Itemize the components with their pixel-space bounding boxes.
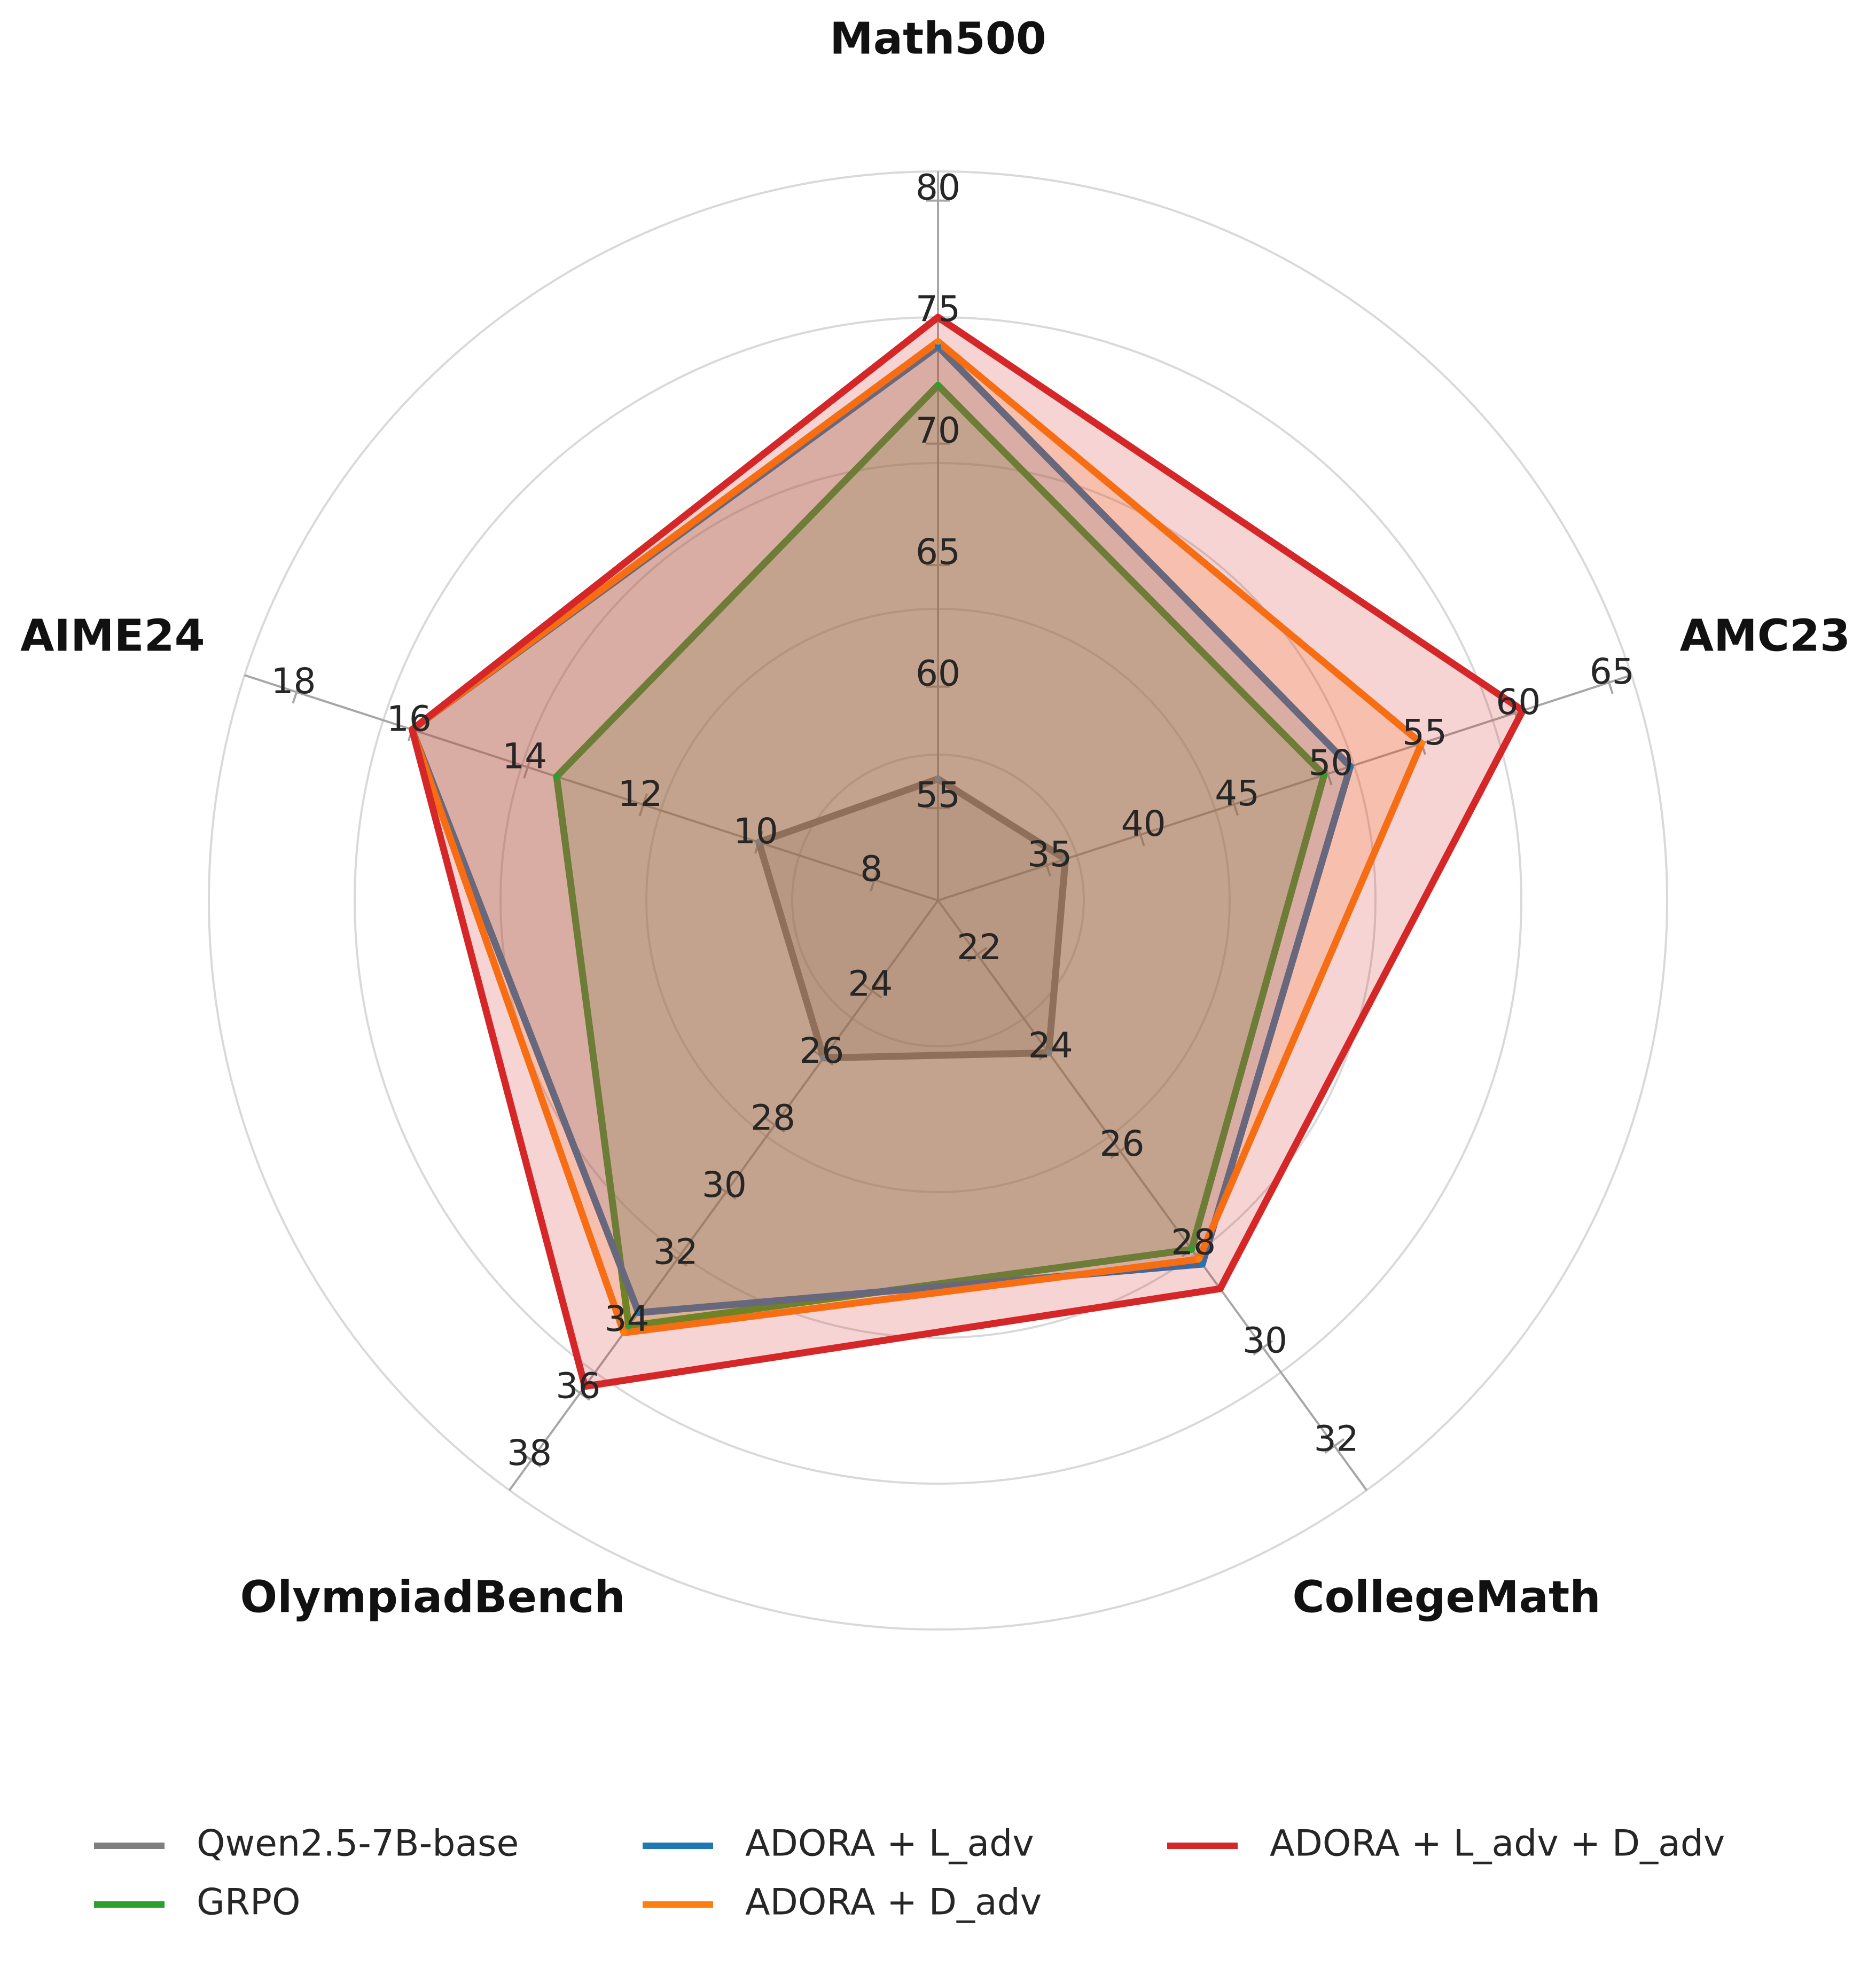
series-adora-l-adv-d-adv <box>409 314 1527 1390</box>
point-qwen2-5-7b-base-aime24 <box>755 839 762 846</box>
tick-label-amc23-35: 35 <box>1027 834 1072 875</box>
tick-mark-olympiadbench-30 <box>716 1184 737 1200</box>
tick-mark-amc23-65 <box>1604 671 1614 694</box>
tick-label-olympiadbench-26: 26 <box>799 1030 844 1071</box>
point-adora-d-adv-amc23 <box>1418 740 1425 747</box>
point-adora-l-adv-d-adv-collegemath <box>1217 1286 1224 1292</box>
point-adora-l-adv-math500 <box>935 343 941 350</box>
point-qwen2-5-7b-base-math500 <box>935 775 941 782</box>
tick-label-collegemath-32: 32 <box>1314 1418 1359 1459</box>
tick-mark-olympiadbench-36 <box>569 1385 590 1401</box>
tick-label-amc23-65: 65 <box>1590 651 1635 692</box>
axis-line-olympiadbench <box>509 899 939 1491</box>
tick-label-math500-70: 70 <box>916 410 960 451</box>
tick-label-olympiadbench-24: 24 <box>848 963 893 1004</box>
tick-mark-amc23-40 <box>1136 823 1145 847</box>
tick-label-aime24-18: 18 <box>271 661 316 702</box>
tick-mark-collegemath-22 <box>967 946 988 962</box>
legend: Qwen2.5-7B-base GRPO ADORA + L_adv ADORA + … <box>94 1823 1725 1924</box>
tick-mark-olympiadbench-32 <box>667 1251 688 1267</box>
tick-label-collegemath-30: 30 <box>1242 1320 1287 1361</box>
tick-mark-aime24-14 <box>523 755 533 779</box>
tick-label-aime24-16: 16 <box>387 698 432 739</box>
tick-label-amc23-40: 40 <box>1121 803 1166 844</box>
series-qwen2-5-7b-base <box>755 775 1069 1062</box>
tick-label-amc23-50: 50 <box>1309 742 1354 783</box>
tick-label-math500-80: 80 <box>916 167 960 208</box>
axis-title-math500: Math500 <box>830 13 1046 64</box>
legend-label-adora-d-adv: ADORA + D_adv <box>745 1882 1042 1924</box>
tick-mark-amc23-50 <box>1323 762 1333 786</box>
axis-line-aime24 <box>244 674 939 902</box>
tick-label-math500-65: 65 <box>916 531 960 573</box>
point-qwen2-5-7b-base-amc23 <box>1062 856 1069 863</box>
tick-label-collegemath-28: 28 <box>1171 1221 1216 1263</box>
tick-mark-aime24-8 <box>870 868 879 891</box>
tick-label-aime24-12: 12 <box>618 773 663 814</box>
axis-title-aime24: AIME24 <box>20 610 205 661</box>
tick-label-olympiadbench-28: 28 <box>751 1097 795 1138</box>
tick-label-collegemath-24: 24 <box>1028 1025 1073 1066</box>
legend-label-grpo: GRPO <box>197 1882 300 1924</box>
tick-mark-olympiadbench-28 <box>764 1117 785 1133</box>
tick-label-aime24-10: 10 <box>733 811 778 852</box>
tick-mark-olympiadbench-38 <box>521 1452 542 1468</box>
tick-mark-amc23-35 <box>1042 853 1052 877</box>
point-adora-l-adv-d-adv-amc23 <box>1519 707 1526 714</box>
tick-label-olympiadbench-38: 38 <box>507 1432 552 1474</box>
tick-label-math500-60: 60 <box>916 653 960 694</box>
tick-label-collegemath-26: 26 <box>1100 1123 1145 1164</box>
tick-mark-collegemath-32 <box>1324 1438 1345 1454</box>
point-adora-l-adv-olympiadbench <box>635 1309 642 1316</box>
axis-title-amc23: AMC23 <box>1680 610 1850 661</box>
tick-label-aime24-8: 8 <box>860 849 882 890</box>
tick-mark-collegemath-26 <box>1110 1143 1130 1159</box>
axis-title-collegemath: CollegeMath <box>1292 1572 1600 1623</box>
legend-label-adora-l-adv: ADORA + L_adv <box>745 1823 1034 1865</box>
point-grpo-math500 <box>935 382 941 389</box>
tick-mark-collegemath-30 <box>1253 1339 1273 1355</box>
tick-label-olympiadbench-30: 30 <box>702 1164 747 1205</box>
point-grpo-amc23 <box>1320 772 1327 779</box>
point-adora-d-adv-math500 <box>935 338 941 345</box>
point-grpo-olympiadbench <box>626 1322 632 1329</box>
point-adora-l-adv-d-adv-math500 <box>935 314 941 320</box>
tick-label-amc23-45: 45 <box>1215 773 1260 814</box>
legend-label-adora-l-adv-d-adv: ADORA + L_adv + D_adv <box>1270 1823 1725 1865</box>
point-adora-l-adv-amc23 <box>1347 763 1354 770</box>
point-adora-d-adv-collegemath <box>1195 1256 1202 1263</box>
point-adora-d-adv-olympiadbench <box>620 1329 627 1336</box>
tick-label-math500-55: 55 <box>916 774 960 816</box>
point-grpo-aime24 <box>553 773 560 780</box>
legend-label-qwen2-5-7b-base: Qwen2.5-7B-base <box>197 1823 519 1865</box>
axis-titles: Math500 AMC23 CollegeMath OlympiadBench AIME… <box>20 13 1850 1623</box>
tick-mark-aime24-12 <box>638 793 648 817</box>
point-adora-l-adv-d-adv-olympiadbench <box>581 1383 588 1390</box>
tick-labels: 5560657075803540455055606522242628303224… <box>271 167 1634 1474</box>
tick-label-olympiadbench-34: 34 <box>605 1298 650 1339</box>
tick-label-amc23-55: 55 <box>1402 712 1447 753</box>
data-series <box>409 314 1527 1390</box>
axis-line-collegemath <box>937 899 1367 1491</box>
tick-label-olympiadbench-36: 36 <box>556 1365 600 1406</box>
tick-label-amc23-60: 60 <box>1496 681 1541 723</box>
point-qwen2-5-7b-base-collegemath <box>1045 1049 1052 1056</box>
tick-label-math500-75: 75 <box>916 288 960 330</box>
tick-mark-olympiadbench-24 <box>862 983 882 999</box>
tick-label-aime24-14: 14 <box>502 736 547 777</box>
tick-mark-aime24-18 <box>292 680 301 704</box>
tick-label-olympiadbench-32: 32 <box>653 1231 698 1272</box>
point-adora-l-adv-collegemath <box>1199 1260 1206 1267</box>
tick-mark-amc23-45 <box>1229 793 1239 816</box>
point-qwen2-5-7b-base-olympiadbench <box>820 1054 827 1061</box>
tick-label-collegemath-22: 22 <box>957 927 1002 968</box>
axis-title-olympiadbench: OlympiadBench <box>240 1572 625 1623</box>
point-adora-l-adv-d-adv-aime24 <box>409 726 416 733</box>
point-grpo-collegemath <box>1188 1246 1195 1253</box>
